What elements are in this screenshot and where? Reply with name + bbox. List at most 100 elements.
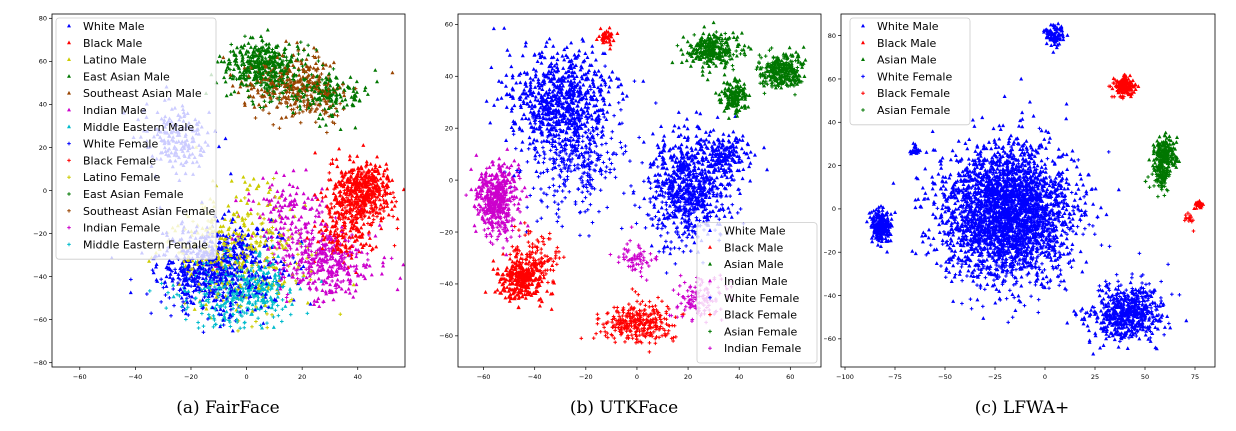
data-point [288, 227, 293, 231]
data-point [241, 288, 246, 293]
data-point [585, 189, 590, 194]
data-point [511, 197, 516, 202]
data-point [472, 203, 477, 208]
data-point [303, 61, 308, 66]
data-point [239, 63, 244, 67]
data-point [740, 133, 745, 138]
data-point [367, 209, 372, 214]
data-point [274, 259, 279, 264]
data-point [367, 186, 372, 190]
data-point [324, 291, 329, 296]
data-point [309, 269, 313, 274]
data-point [316, 210, 321, 215]
data-point [352, 186, 357, 191]
data-point [283, 88, 287, 93]
data-point [332, 250, 337, 254]
data-point [175, 292, 179, 297]
data-point [327, 95, 332, 100]
data-point [232, 273, 237, 277]
data-point [256, 46, 261, 51]
data-point [367, 263, 372, 268]
data-point [288, 299, 292, 304]
data-point [166, 290, 170, 295]
data-point [551, 120, 556, 125]
data-point [324, 280, 329, 285]
data-point [268, 97, 273, 101]
data-point [206, 317, 210, 321]
data-point [254, 76, 259, 81]
data-point [354, 252, 359, 256]
data-point [354, 175, 359, 180]
data-point [711, 127, 716, 132]
data-point [304, 69, 309, 74]
data-point [295, 240, 300, 245]
data-point [578, 67, 583, 72]
data-point [737, 78, 742, 82]
data-point [346, 187, 351, 192]
data-point [250, 246, 255, 251]
data-point [615, 31, 620, 36]
data-point [354, 282, 359, 287]
data-point [705, 77, 710, 82]
data-point [282, 203, 287, 208]
data-point [281, 76, 285, 81]
data-point [539, 60, 544, 65]
data-point [609, 161, 614, 166]
data-point [686, 135, 691, 139]
data-point [253, 270, 258, 275]
data-point [728, 163, 733, 167]
data-point [252, 65, 257, 70]
data-point [279, 97, 284, 102]
data-point [316, 296, 321, 301]
data-point [266, 247, 271, 251]
data-point [359, 176, 364, 181]
data-point [242, 254, 247, 258]
data-point [479, 174, 484, 178]
data-point [524, 194, 529, 199]
data-point [311, 45, 316, 50]
data-point [241, 174, 246, 179]
data-point [245, 77, 249, 81]
data-point [240, 309, 245, 313]
data-point [354, 219, 359, 224]
data-point [276, 273, 281, 277]
data-point [550, 137, 555, 142]
data-point [569, 152, 573, 156]
data-point [252, 63, 257, 67]
data-point [250, 264, 254, 268]
data-point [534, 68, 539, 73]
data-point [265, 180, 270, 185]
data-point [334, 157, 339, 161]
x-tick-label: −20 [184, 373, 198, 381]
data-point [695, 124, 700, 129]
data-point [640, 160, 644, 165]
data-point [325, 275, 330, 280]
data-point [298, 88, 303, 93]
data-point [549, 307, 554, 311]
data-point [243, 34, 247, 39]
data-point [341, 202, 346, 206]
data-point [318, 248, 323, 253]
data-point [253, 116, 258, 120]
legend-label: Black Male [83, 37, 143, 50]
data-point [360, 231, 365, 236]
data-point [226, 248, 231, 253]
data-point [331, 224, 336, 229]
data-point [353, 247, 358, 252]
data-point [257, 278, 262, 283]
data-point [347, 249, 352, 254]
data-point [486, 226, 490, 231]
data-point [299, 260, 304, 264]
data-point [771, 55, 776, 59]
data-point [307, 260, 312, 265]
data-point [342, 211, 347, 216]
data-point [349, 197, 354, 201]
data-point [240, 215, 245, 220]
data-point [379, 271, 384, 276]
data-point [251, 94, 256, 99]
data-point [236, 287, 240, 292]
data-point [539, 50, 544, 54]
data-point [163, 279, 168, 284]
data-point [266, 190, 271, 194]
data-point [328, 229, 333, 233]
